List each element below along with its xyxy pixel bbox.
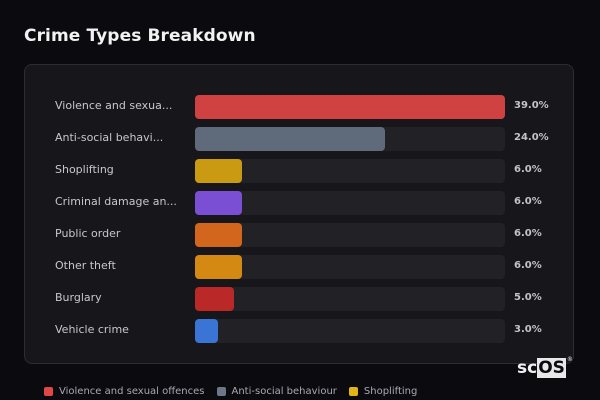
bar-label: Other theft [55,259,116,272]
bar-value: 6.0% [514,228,542,239]
bar-row[interactable]: Vehicle crime 3.0% [25,319,573,343]
bar-fill[interactable] [195,127,385,151]
bar-row[interactable]: Public order 6.0% [25,223,573,247]
bar-value: 6.0% [514,260,542,271]
bar-value: 6.0% [514,164,542,175]
legend-swatch [44,387,53,396]
bar-fill[interactable] [195,319,218,343]
bar-row[interactable]: Violence and sexua... 39.0% [25,95,573,119]
bar-row[interactable]: Shoplifting 6.0% [25,159,573,183]
bar-fill[interactable] [195,255,242,279]
legend-swatch [348,387,358,396]
logo-text-left: sc [517,358,538,378]
bar-value: 39.0% [514,100,549,111]
chart-legend: Violence and sexual offences Anti-social … [44,386,429,397]
bar-fill[interactable] [195,191,242,215]
bar-track [195,223,505,247]
bar-track [195,191,505,215]
logo-text-right: OS [537,358,566,378]
bar-label: Shoplifting [55,163,114,176]
bar-fill[interactable] [195,287,234,311]
legend-item[interactable]: Anti-social behaviour [216,386,337,397]
bar-track [195,287,505,311]
bar-track [195,159,505,183]
bar-fill[interactable] [195,223,242,247]
bar-row[interactable]: Criminal damage an... 6.0% [25,191,573,215]
bar-row[interactable]: Other theft 6.0% [25,255,573,279]
bar-label: Criminal damage an... [55,195,177,208]
bar-label: Vehicle crime [55,323,129,336]
bar-track [195,95,505,119]
bar-label: Anti-social behavi... [55,131,164,144]
bar-value: 24.0% [514,132,549,143]
bar-label: Burglary [55,291,102,304]
bar-row[interactable]: Burglary 5.0% [25,287,573,311]
bar-label: Violence and sexua... [55,99,173,112]
bar-value: 3.0% [514,324,542,335]
registered-mark: ® [566,356,573,363]
scos-logo: scOS ® [517,356,573,378]
bar-track [195,319,505,343]
legend-item[interactable]: Violence and sexual offences [44,386,205,397]
legend-swatch [216,387,226,396]
legend-label: Anti-social behaviour [231,386,337,397]
bar-row[interactable]: Anti-social behavi... 24.0% [25,127,573,151]
bar-track [195,127,505,151]
bar-value: 5.0% [514,292,542,303]
chart-card: Violence and sexua... 39.0% Anti-social be… [24,64,574,364]
bar-fill[interactable] [195,159,242,183]
legend-item[interactable]: Shoplifting [348,386,418,397]
bar-fill[interactable] [195,95,505,119]
legend-label: Shoplifting [363,386,418,397]
legend-label: Violence and sexual offences [59,386,205,397]
bar-track [195,255,505,279]
bar-label: Public order [55,227,121,240]
bar-value: 6.0% [514,196,542,207]
chart-title: Crime Types Breakdown [24,26,256,46]
